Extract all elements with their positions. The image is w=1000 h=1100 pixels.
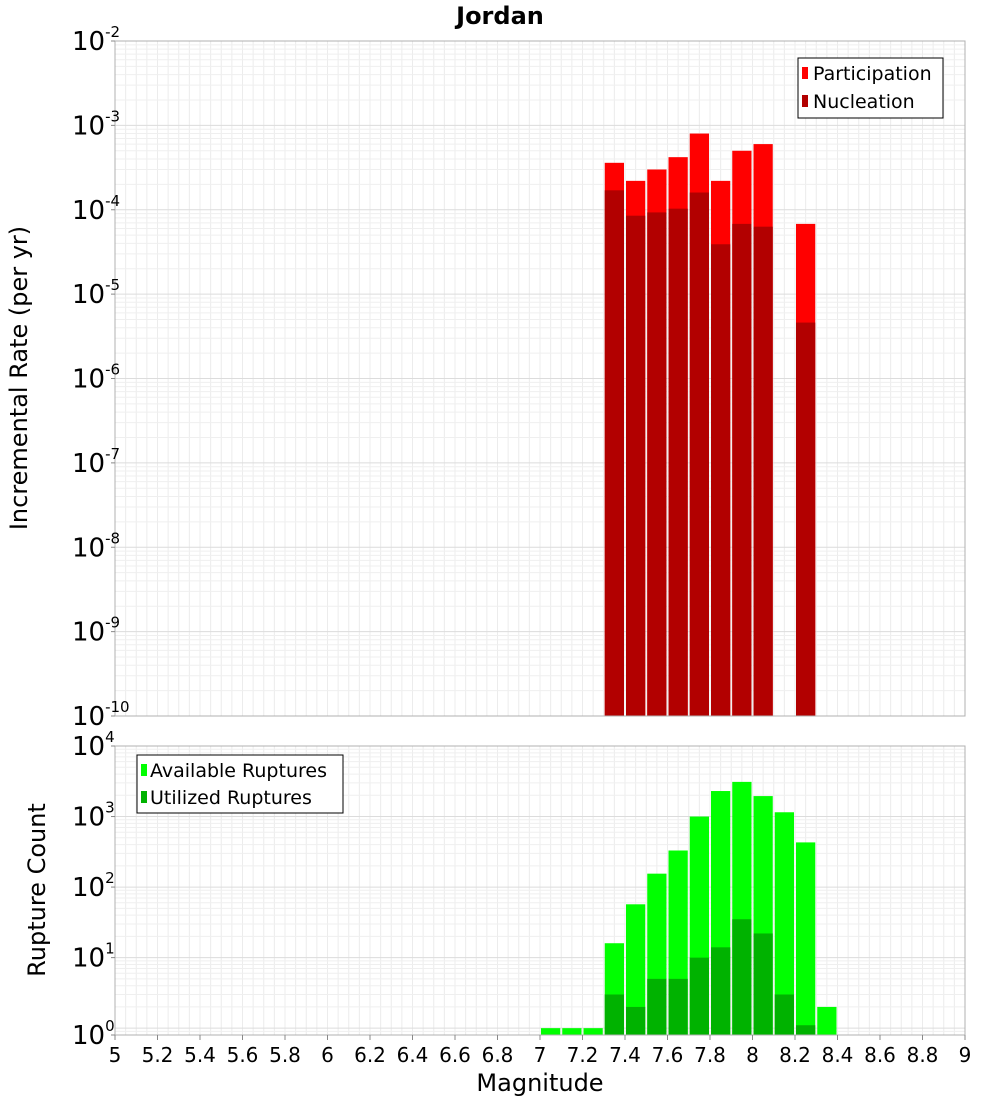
legend-swatch-nucleation (802, 95, 808, 107)
legend-swatch-available (141, 764, 147, 776)
x-tick-label: 8.6 (864, 1043, 896, 1067)
x-tick-label: 6.8 (482, 1043, 514, 1067)
x-axis-label: Magnitude (476, 1069, 603, 1097)
x-tick-label: 7.8 (694, 1043, 726, 1067)
utilized-bar (647, 978, 667, 1035)
x-tick-label: 8.4 (822, 1043, 854, 1067)
nucleation-bar (753, 226, 773, 716)
x-tick-label: 6.4 (397, 1043, 429, 1067)
utilized-bar (753, 933, 773, 1035)
available-bar (774, 812, 794, 1035)
y-tick-label: 10-3 (72, 107, 120, 141)
utilized-bar (732, 919, 752, 1035)
y-tick-label: 10-10 (72, 698, 130, 732)
x-tick-label: 7 (534, 1043, 547, 1067)
x-tick-label: 5.2 (142, 1043, 174, 1067)
y-axis-label-rate: Incremental Rate (per yr) (5, 226, 33, 530)
y-tick-label: 104 (72, 728, 115, 762)
available-bar (817, 1006, 837, 1035)
x-tick-label: 9 (959, 1043, 972, 1067)
y-tick-label: 10-9 (72, 614, 120, 648)
x-tick-label: 6.2 (354, 1043, 386, 1067)
legend-label-nucleation: Nucleation (813, 91, 915, 113)
legend-swatch-participation (802, 67, 808, 79)
y-tick-label: 100 (72, 1017, 115, 1051)
count-bars (541, 781, 837, 1035)
rate-bars (604, 133, 816, 717)
utilized-bar (711, 947, 731, 1035)
x-tick-label: 7.2 (567, 1043, 599, 1067)
utilized-bar (604, 994, 624, 1035)
x-tick-label: 6.6 (439, 1043, 471, 1067)
x-tick-label: 6 (321, 1043, 334, 1067)
x-tick-label: 8.2 (779, 1043, 811, 1067)
available-bar (796, 842, 816, 1035)
x-tick-label: 5 (109, 1043, 122, 1067)
y-axis-label-count: Rupture Count (23, 803, 51, 977)
nucleation-bar (796, 322, 816, 716)
incremental-rate-panel: 10-10 10-9 10-8 10-7 10-6 10-5 10-4 10-3 10-2 In… (5, 23, 966, 732)
y-axis-ticks: 100 101 102 103 104 (72, 728, 115, 1051)
y-tick-label: 10-5 (72, 276, 120, 310)
utilized-bar (689, 957, 709, 1035)
y-tick-label: 101 (72, 940, 115, 974)
legend-count: Available Ruptures Utilized Ruptures (136, 754, 344, 814)
y-tick-label: 10-6 (72, 361, 120, 395)
grid-lines (114, 40, 966, 717)
x-tick-label: 5.6 (227, 1043, 259, 1067)
legend-label-participation: Participation (813, 63, 932, 85)
available-bar (626, 904, 646, 1035)
nucleation-bar (732, 223, 752, 716)
legend-label-utilized: Utilized Ruptures (150, 787, 312, 809)
x-tick-label: 5.4 (184, 1043, 216, 1067)
legend-rate: Participation Nucleation (797, 57, 944, 119)
available-bar (583, 1028, 603, 1035)
available-bar (541, 1028, 561, 1035)
chart-title: Jordan (454, 2, 544, 30)
x-tick-label: 5.8 (269, 1043, 301, 1067)
x-tick-label: 8.8 (907, 1043, 939, 1067)
nucleation-bar (711, 244, 731, 717)
utilized-bar (796, 1025, 816, 1035)
rupture-count-panel: 100 101 102 103 104 5 5.2 5.4 5.6 5.8 6 6.2 6.4 6.6 6… (23, 728, 971, 1097)
x-tick-label: 7.6 (652, 1043, 684, 1067)
x-tick-label: 8 (746, 1043, 759, 1067)
utilized-bar (668, 978, 688, 1035)
nucleation-bar (668, 208, 688, 716)
y-tick-label: 103 (72, 799, 115, 833)
utilized-bar (626, 1006, 646, 1035)
y-tick-label: 10-8 (72, 529, 120, 563)
legend-label-available: Available Ruptures (150, 760, 327, 782)
y-tick-label: 102 (72, 869, 115, 903)
y-tick-label: 10-7 (72, 445, 120, 479)
nucleation-bar (689, 192, 709, 717)
legend-swatch-utilized (141, 791, 147, 803)
utilized-bar (774, 994, 794, 1035)
y-tick-label: 10-2 (72, 23, 120, 57)
nucleation-bar (604, 190, 624, 716)
nucleation-bar (647, 212, 667, 717)
nucleation-bar (626, 215, 646, 717)
y-tick-label: 10-4 (72, 192, 120, 226)
x-axis-ticks: 5 5.2 5.4 5.6 5.8 6 6.2 6.4 6.6 6.8 7 7.2 7.4 7.6 7.8 8… (109, 1035, 972, 1067)
x-tick-label: 7.4 (609, 1043, 641, 1067)
y-axis-ticks: 10-10 10-9 10-8 10-7 10-6 10-5 10-4 10-3 10-2 (72, 23, 130, 732)
available-bar (562, 1028, 582, 1035)
